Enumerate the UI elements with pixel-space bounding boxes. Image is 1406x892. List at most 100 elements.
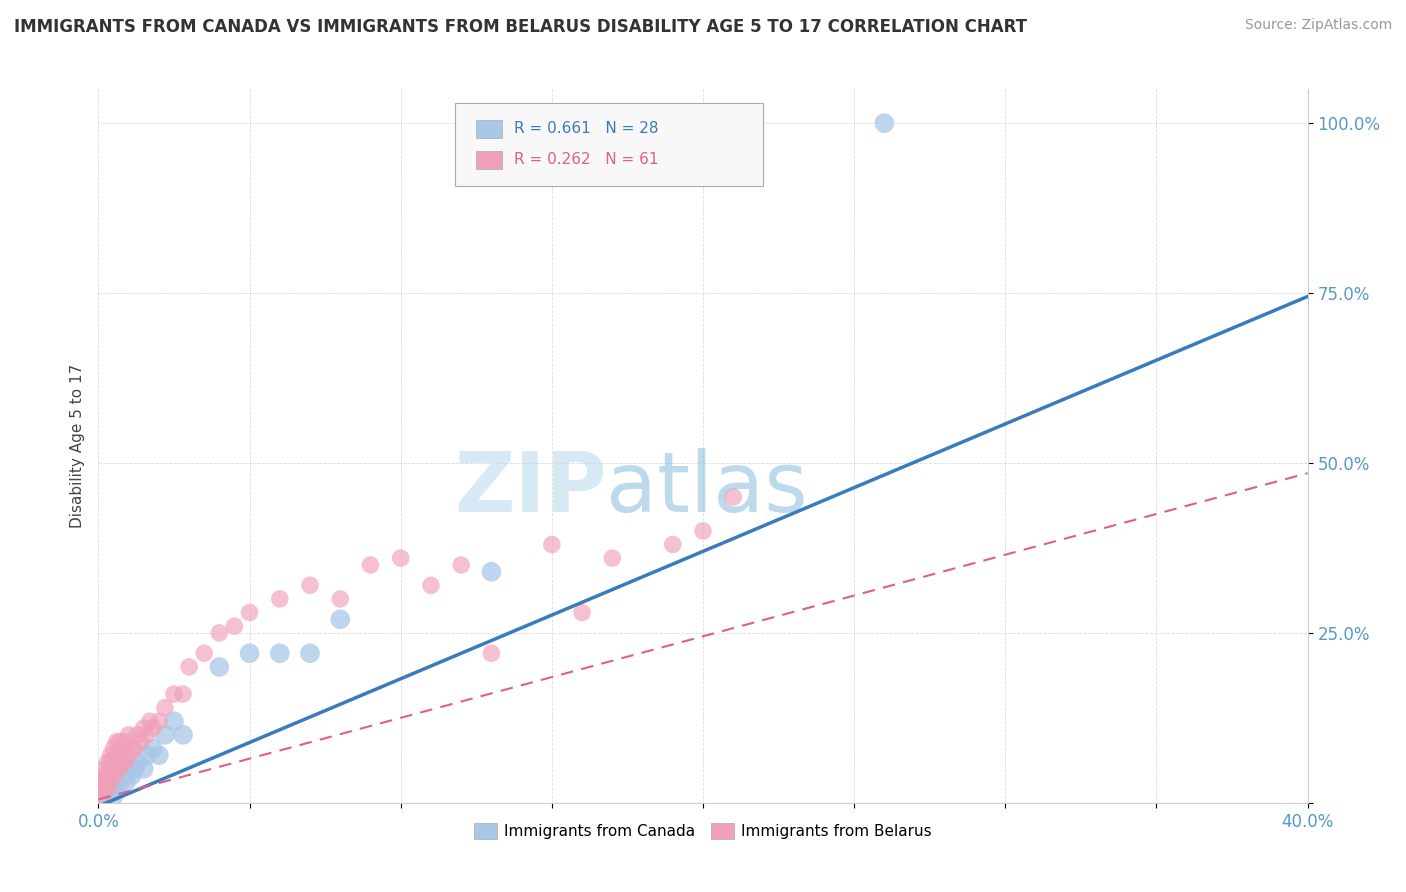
Point bbox=[103, 775, 125, 789]
Point bbox=[96, 782, 118, 797]
Y-axis label: Disability Age 5 to 17: Disability Age 5 to 17 bbox=[69, 364, 84, 528]
Point bbox=[111, 769, 134, 783]
Point bbox=[208, 626, 231, 640]
Point bbox=[179, 660, 201, 674]
Text: atlas: atlas bbox=[606, 449, 808, 529]
FancyBboxPatch shape bbox=[456, 103, 763, 186]
Point bbox=[127, 755, 149, 769]
Text: R = 0.661   N = 28: R = 0.661 N = 28 bbox=[515, 121, 659, 136]
Point bbox=[299, 646, 322, 660]
Text: R = 0.262   N = 61: R = 0.262 N = 61 bbox=[515, 152, 659, 167]
Point bbox=[142, 721, 165, 735]
Point bbox=[127, 728, 149, 742]
Point bbox=[105, 734, 128, 748]
Point bbox=[135, 748, 157, 763]
Point bbox=[103, 789, 125, 803]
Point bbox=[269, 591, 291, 606]
Point bbox=[129, 734, 152, 748]
Point bbox=[100, 762, 122, 776]
Point bbox=[163, 687, 186, 701]
Point bbox=[661, 537, 683, 551]
Point bbox=[96, 782, 118, 797]
Point bbox=[540, 537, 562, 551]
Point bbox=[108, 762, 131, 776]
Point bbox=[481, 646, 503, 660]
Point bbox=[692, 524, 714, 538]
Point bbox=[118, 762, 141, 776]
Point bbox=[571, 606, 593, 620]
Point bbox=[148, 748, 170, 763]
Point bbox=[172, 728, 194, 742]
Point bbox=[111, 741, 134, 756]
Point bbox=[142, 741, 165, 756]
Point bbox=[329, 612, 352, 626]
Point bbox=[90, 782, 112, 797]
Point bbox=[100, 755, 122, 769]
Point bbox=[96, 775, 118, 789]
Point bbox=[105, 748, 128, 763]
Point bbox=[481, 565, 503, 579]
Point bbox=[360, 558, 382, 572]
Point bbox=[108, 775, 131, 789]
Point bbox=[103, 741, 125, 756]
Point bbox=[100, 775, 122, 789]
Text: Source: ZipAtlas.com: Source: ZipAtlas.com bbox=[1244, 18, 1392, 32]
Point bbox=[193, 646, 215, 660]
Point bbox=[132, 721, 155, 735]
Point bbox=[118, 748, 141, 763]
Point bbox=[239, 646, 262, 660]
Point bbox=[114, 755, 136, 769]
Point bbox=[93, 762, 115, 776]
Bar bbox=[475, 151, 502, 169]
Text: IMMIGRANTS FROM CANADA VS IMMIGRANTS FROM BELARUS DISABILITY AGE 5 TO 17 CORRELA: IMMIGRANTS FROM CANADA VS IMMIGRANTS FRO… bbox=[14, 18, 1026, 36]
Point bbox=[124, 741, 146, 756]
Point bbox=[269, 646, 291, 660]
Point bbox=[172, 687, 194, 701]
Point bbox=[93, 769, 115, 783]
Point bbox=[93, 775, 115, 789]
Point bbox=[148, 714, 170, 729]
Point bbox=[329, 591, 352, 606]
Point bbox=[873, 116, 896, 130]
Point bbox=[93, 782, 115, 797]
Point bbox=[208, 660, 231, 674]
Bar bbox=[475, 120, 502, 138]
Point bbox=[108, 734, 131, 748]
Point bbox=[100, 748, 122, 763]
Point bbox=[420, 578, 443, 592]
Point bbox=[114, 734, 136, 748]
Point bbox=[96, 755, 118, 769]
Point bbox=[108, 748, 131, 763]
Point bbox=[93, 789, 115, 803]
Point bbox=[139, 714, 162, 729]
Point bbox=[121, 769, 143, 783]
Point bbox=[224, 619, 246, 633]
Point bbox=[103, 755, 125, 769]
Point bbox=[153, 728, 176, 742]
Point bbox=[105, 769, 128, 783]
Point bbox=[163, 714, 186, 729]
Point bbox=[723, 490, 745, 504]
Point bbox=[105, 762, 128, 776]
Point bbox=[124, 762, 146, 776]
Point bbox=[121, 741, 143, 756]
Point bbox=[103, 769, 125, 783]
Point bbox=[132, 762, 155, 776]
Point bbox=[100, 782, 122, 797]
Legend: Immigrants from Canada, Immigrants from Belarus: Immigrants from Canada, Immigrants from … bbox=[468, 817, 938, 845]
Point bbox=[135, 728, 157, 742]
Point bbox=[602, 551, 624, 566]
Point bbox=[90, 789, 112, 803]
Point bbox=[450, 558, 472, 572]
Point bbox=[299, 578, 322, 592]
Point bbox=[114, 775, 136, 789]
Point bbox=[153, 700, 176, 714]
Point bbox=[239, 606, 262, 620]
Point bbox=[90, 775, 112, 789]
Text: ZIP: ZIP bbox=[454, 449, 606, 529]
Point bbox=[118, 728, 141, 742]
Point bbox=[111, 755, 134, 769]
Point bbox=[105, 782, 128, 797]
Point bbox=[389, 551, 412, 566]
Point bbox=[96, 769, 118, 783]
